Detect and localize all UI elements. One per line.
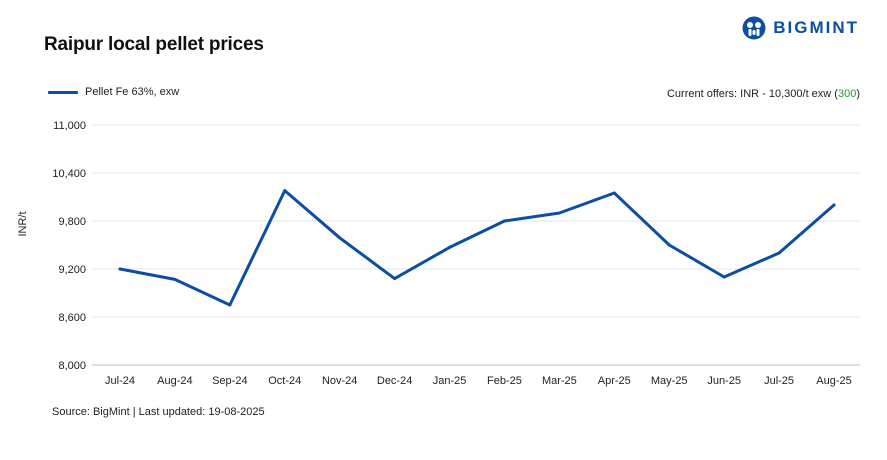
x-tick-label: Sep-24 <box>212 375 247 387</box>
legend-label: Pellet Fe 63%, exw <box>85 86 180 98</box>
x-tick-label: Aug-24 <box>157 375 192 387</box>
data-point <box>393 277 397 281</box>
y-tick-label: 11,000 <box>53 120 86 132</box>
offers-change: 300 <box>837 88 857 100</box>
x-tick-label: Nov-24 <box>322 375 357 387</box>
data-point <box>173 277 177 281</box>
x-tick-label: Mar-25 <box>542 375 577 387</box>
bigmint-logo-icon <box>742 16 766 40</box>
data-point <box>338 236 342 240</box>
legend-swatch <box>48 90 78 94</box>
x-tick-label: Apr-25 <box>598 375 631 387</box>
bigmint-logo: BIGMINT <box>741 16 859 40</box>
offers-suffix: ) <box>856 88 860 100</box>
data-point <box>557 211 561 215</box>
x-tick-label: Jul-25 <box>764 375 794 387</box>
x-tick-label: Dec-24 <box>377 375 412 387</box>
data-point <box>722 275 726 279</box>
x-tick-label: Aug-25 <box>816 375 851 387</box>
y-tick-label: 9,200 <box>58 264 86 276</box>
y-tick-label: 8,000 <box>58 360 86 372</box>
y-tick-label: 9,800 <box>58 216 86 228</box>
bigmint-logo-text: BIGMINT <box>773 18 859 37</box>
y-tick-label: 10,400 <box>52 168 86 180</box>
x-tick-label: May-25 <box>651 375 688 387</box>
y-axis-label: INR/t <box>17 211 29 236</box>
chart-title: Raipur local pellet prices <box>44 34 264 55</box>
data-point <box>118 267 122 271</box>
gridlines <box>92 124 860 366</box>
data-point <box>448 245 452 249</box>
series-layer <box>118 189 836 307</box>
data-point <box>612 191 616 195</box>
current-offers: Current offers: INR - 10,300/t exw (300) <box>667 88 860 100</box>
data-point <box>667 243 671 247</box>
source-note: Source: BigMint | Last updated: 19-08-20… <box>52 406 265 418</box>
chart-legend: Pellet Fe 63%, exw <box>48 86 179 98</box>
y-axis-ticks: 8,000 8,600 9,200 9,800 10,400 11,000 <box>52 120 86 372</box>
data-point <box>502 219 506 223</box>
x-axis-ticks: Jul-24 Aug-24 Sep-24 Oct-24 Nov-24 Dec-24 Jan-… <box>105 375 852 387</box>
x-tick-label: Jul-24 <box>105 375 135 387</box>
data-point <box>832 203 836 207</box>
data-point <box>777 251 781 255</box>
x-tick-label: Jan-25 <box>433 375 467 387</box>
x-tick-label: Jun-25 <box>707 375 741 387</box>
series-line <box>118 189 836 307</box>
data-point <box>283 189 287 193</box>
y-tick-label: 8,600 <box>58 312 86 324</box>
offers-prefix: Current offers: INR - 10,300/t exw ( <box>666 88 838 100</box>
x-tick-label: Feb-25 <box>487 375 522 387</box>
data-point <box>228 303 232 307</box>
x-tick-label: Oct-24 <box>268 375 301 387</box>
